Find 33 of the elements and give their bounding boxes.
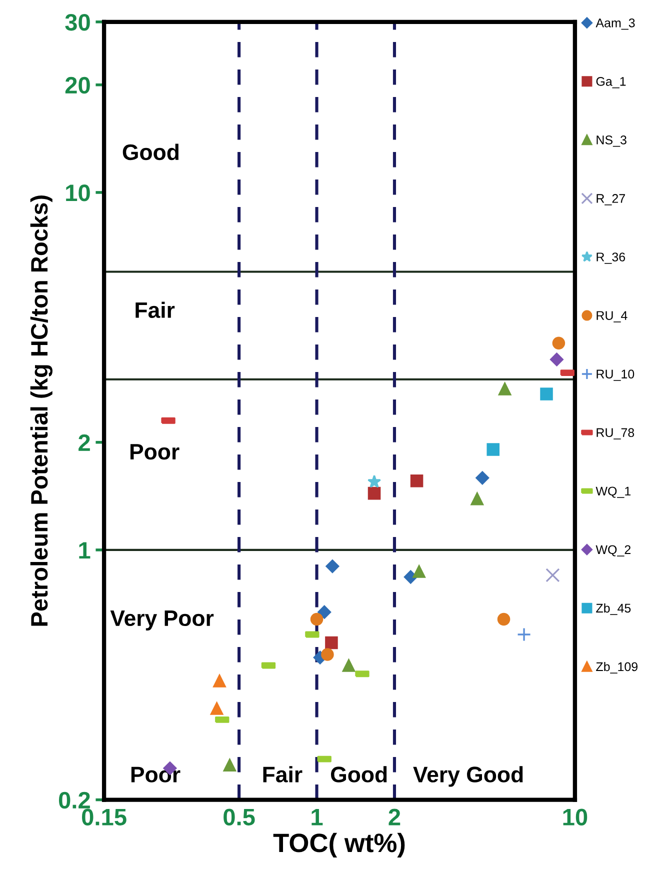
y-tick-label: 20: [65, 76, 90, 94]
legend-label: Zb_45: [596, 603, 631, 615]
legend-label: R_36: [596, 252, 626, 264]
x-tick-label: 0.15: [82, 808, 126, 826]
legend-label: WQ_1: [596, 486, 631, 498]
annotation: Fair: [263, 766, 302, 782]
legend-label: Zb_109: [596, 662, 638, 674]
legend-label: RU_10: [596, 370, 634, 381]
x-axis-title: TOC( wt%): [273, 832, 405, 858]
y-tick-label: 10: [66, 184, 90, 202]
legend-label: R_27: [596, 194, 625, 206]
legend-label: WQ_2: [596, 545, 630, 556]
annotation: Very Poor: [110, 610, 214, 630]
annotation: Fair: [136, 302, 175, 318]
y-tick-label: 0.2: [58, 792, 90, 809]
legend-label: Ga_1: [596, 76, 626, 88]
legend-label: RU_78: [596, 428, 634, 440]
x-tick-label: 10: [563, 808, 588, 826]
y-tick-label: 30: [65, 14, 90, 31]
x-tick-label: 0.5: [224, 808, 255, 826]
annotation: Very Good: [413, 766, 523, 787]
x-tick-label: 1: [312, 808, 323, 826]
annotation: Good: [122, 144, 178, 160]
legend-label: NS_3: [596, 136, 626, 147]
annotation: Poor: [130, 444, 180, 460]
annotation: Poor: [131, 766, 180, 782]
y-tick-label: 2: [78, 434, 90, 451]
y-tick-label: 1: [79, 542, 90, 558]
x-tick-label: 2: [388, 808, 400, 826]
annotation: Good: [331, 766, 387, 782]
legend-label: Aam_3: [596, 18, 635, 30]
y-axis-title: Petroleum Potential (kg HC/ton Rocks): [30, 196, 52, 626]
legend-label: RU_4: [596, 311, 628, 322]
